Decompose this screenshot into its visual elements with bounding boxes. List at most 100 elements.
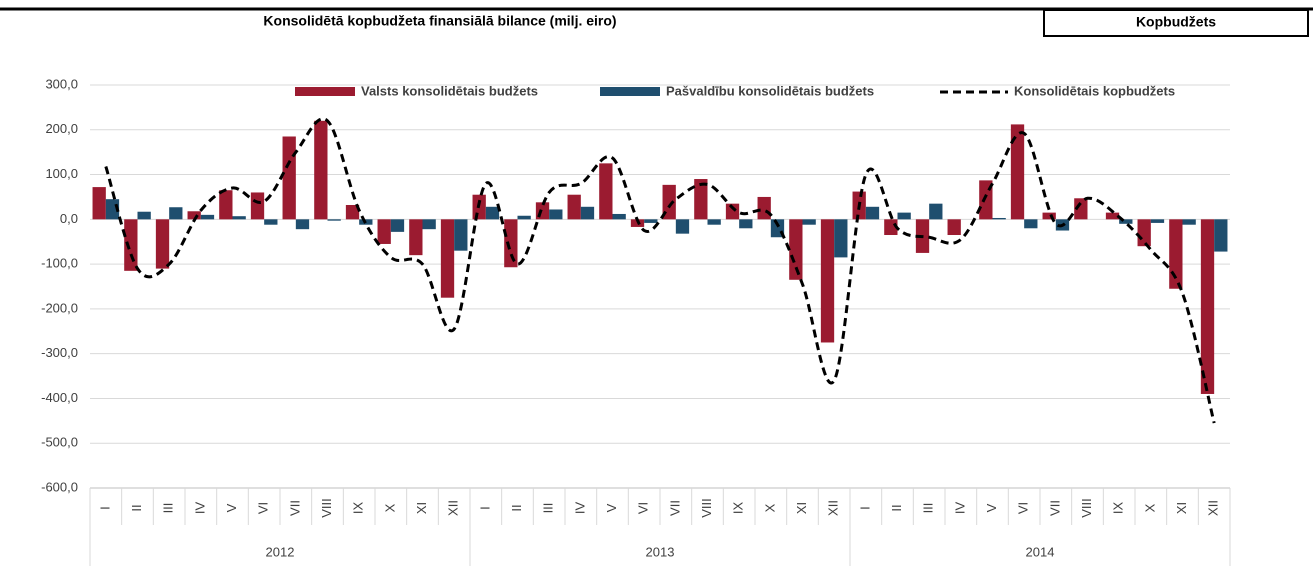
bar	[897, 212, 911, 220]
bar	[820, 219, 835, 343]
bar	[485, 206, 500, 220]
bar	[454, 219, 468, 251]
x-tick-label: IX	[351, 502, 366, 515]
x-tick-label: VI	[256, 502, 271, 514]
bar	[739, 219, 753, 229]
bar	[295, 219, 310, 230]
bar	[264, 219, 278, 225]
bar	[789, 219, 803, 280]
bar	[865, 206, 880, 220]
x-tick-label: XI	[1174, 502, 1189, 514]
legend-swatch	[295, 87, 355, 96]
x-tick-label: I	[97, 506, 112, 510]
bar	[1169, 219, 1183, 289]
bar	[390, 219, 405, 232]
bar	[567, 194, 581, 220]
bar	[200, 214, 215, 220]
bar	[187, 211, 201, 220]
y-tick-label: -200,0	[41, 300, 78, 315]
chart-title: Konsolidētā kopbudžeta finansiālā bilanc…	[263, 13, 616, 29]
x-tick-label: XII	[1206, 500, 1221, 516]
y-tick-label: 300,0	[45, 76, 78, 91]
bar	[440, 219, 455, 298]
bar	[1105, 212, 1120, 220]
group-label: 2012	[266, 544, 295, 559]
tab-label[interactable]: Kopbudžets	[1136, 14, 1216, 30]
bar	[929, 203, 943, 220]
bar	[694, 179, 708, 220]
x-tick-label: X	[762, 503, 777, 512]
bar	[1150, 219, 1165, 223]
x-tick-label: XII	[446, 500, 461, 516]
legend-label: Pašvaldību konsolidētais budžets	[666, 83, 874, 98]
bar	[644, 219, 658, 223]
legend-swatch	[600, 87, 660, 96]
x-tick-label: V	[984, 503, 999, 512]
x-tick-label: VII	[1047, 500, 1062, 516]
bar	[1010, 124, 1025, 220]
bar	[1024, 219, 1038, 229]
x-tick-label: VII	[287, 500, 302, 516]
bar	[599, 163, 613, 220]
group-label: 2013	[646, 544, 675, 559]
bar	[707, 219, 721, 225]
bar	[725, 203, 740, 220]
bar	[1042, 212, 1056, 220]
bar	[612, 213, 626, 220]
bar	[409, 219, 423, 256]
x-tick-label: IV	[192, 502, 207, 515]
bar	[992, 217, 1006, 220]
x-tick-label: VIII	[319, 498, 334, 518]
x-tick-label: II	[129, 504, 144, 511]
x-tick-label: X	[382, 503, 397, 512]
x-tick-label: IX	[1111, 502, 1126, 515]
y-tick-label: 0,0	[60, 211, 78, 226]
line	[104, 117, 1216, 424]
x-tick-label: X	[1142, 503, 1157, 512]
bar	[250, 192, 265, 220]
x-tick-label: III	[161, 503, 176, 514]
x-tick-label: I	[857, 506, 872, 510]
bar	[327, 219, 341, 221]
bar	[535, 202, 550, 220]
x-tick-label: IV	[572, 502, 587, 515]
bar	[155, 219, 170, 269]
bar	[517, 215, 531, 220]
bar	[422, 219, 436, 230]
x-tick-label: VII	[667, 500, 682, 516]
x-tick-label: VI	[636, 502, 651, 514]
y-tick-label: -300,0	[41, 345, 78, 360]
x-tick-label: II	[509, 504, 524, 511]
bar	[757, 196, 771, 220]
y-tick-label: -400,0	[41, 390, 78, 405]
bar	[979, 180, 993, 220]
legend-label: Valsts konsolidētais budžets	[361, 83, 538, 98]
bar	[219, 190, 233, 220]
bar	[1137, 219, 1151, 247]
x-tick-label: IV	[952, 502, 967, 515]
bar	[549, 209, 563, 220]
bar	[1214, 219, 1228, 252]
y-tick-label: -600,0	[41, 479, 78, 494]
y-tick-label: 100,0	[45, 166, 78, 181]
bar	[1200, 219, 1215, 394]
x-tick-label: XII	[826, 500, 841, 516]
bar	[377, 219, 391, 244]
y-tick-label: -500,0	[41, 435, 78, 450]
x-tick-label: XI	[794, 502, 809, 514]
x-tick-label: VIII	[699, 498, 714, 518]
bar	[314, 120, 328, 220]
bar	[345, 205, 360, 220]
bar	[169, 207, 183, 220]
bar	[124, 219, 138, 271]
group-label: 2014	[1026, 544, 1055, 559]
x-tick-label: V	[604, 503, 619, 512]
x-tick-label: VIII	[1079, 498, 1094, 518]
bar	[92, 187, 106, 220]
x-tick-label: IX	[731, 502, 746, 515]
y-tick-label: 200,0	[45, 121, 78, 136]
bar	[504, 219, 518, 268]
tab-box[interactable]	[1043, 9, 1309, 37]
bar	[662, 184, 676, 220]
bar	[232, 216, 246, 220]
